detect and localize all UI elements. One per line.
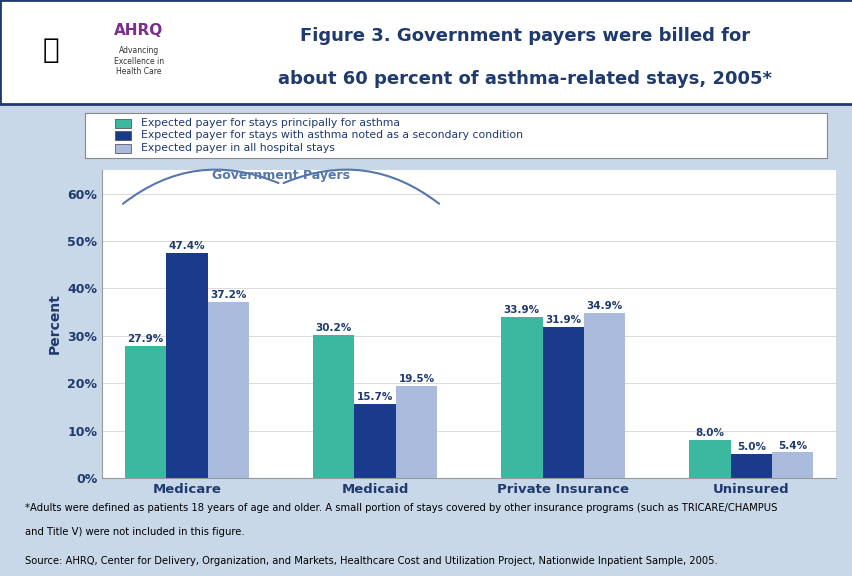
- Bar: [207, 302, 249, 478]
- Text: Expected payer for stays with asthma noted as a secondary condition: Expected payer for stays with asthma not…: [141, 131, 522, 141]
- Text: 34.9%: 34.9%: [586, 301, 622, 310]
- Text: 31.9%: 31.9%: [544, 315, 580, 325]
- Text: 🦅: 🦅: [43, 36, 60, 65]
- Bar: [395, 386, 437, 478]
- Text: AHRQ: AHRQ: [114, 23, 163, 38]
- Bar: [688, 440, 730, 478]
- Text: 37.2%: 37.2%: [210, 290, 246, 300]
- Bar: [584, 313, 625, 478]
- FancyBboxPatch shape: [0, 0, 852, 104]
- Text: 33.9%: 33.9%: [504, 305, 539, 316]
- Text: 19.5%: 19.5%: [398, 374, 434, 384]
- Text: and Title V) were not included in this figure.: and Title V) were not included in this f…: [26, 527, 245, 537]
- Text: Government Payers: Government Payers: [212, 169, 349, 182]
- Text: 27.9%: 27.9%: [127, 334, 164, 344]
- Text: 15.7%: 15.7%: [356, 392, 393, 401]
- Text: Figure 3. Government payers were billed for: Figure 3. Government payers were billed …: [299, 27, 749, 45]
- Bar: [354, 404, 395, 478]
- FancyBboxPatch shape: [115, 119, 131, 128]
- FancyBboxPatch shape: [115, 144, 131, 153]
- Text: 30.2%: 30.2%: [315, 323, 351, 333]
- Bar: [542, 327, 584, 478]
- Text: about 60 percent of asthma-related stays, 2005*: about 60 percent of asthma-related stays…: [277, 70, 771, 88]
- Bar: [500, 317, 542, 478]
- Text: 5.4%: 5.4%: [777, 441, 806, 450]
- Bar: [771, 453, 813, 478]
- Text: Expected payer for stays principally for asthma: Expected payer for stays principally for…: [141, 118, 400, 128]
- Text: Expected payer in all hospital stays: Expected payer in all hospital stays: [141, 143, 335, 153]
- Bar: [313, 335, 354, 478]
- Bar: [124, 346, 166, 478]
- Text: 8.0%: 8.0%: [694, 429, 723, 438]
- Y-axis label: Percent: Percent: [48, 294, 62, 354]
- FancyBboxPatch shape: [115, 131, 131, 141]
- Text: 5.0%: 5.0%: [736, 442, 765, 453]
- Text: *Adults were defined as patients 18 years of age and older. A small portion of s: *Adults were defined as patients 18 year…: [26, 503, 777, 513]
- Text: Advancing
Excellence in
Health Care: Advancing Excellence in Health Care: [113, 46, 164, 76]
- Bar: [730, 454, 771, 478]
- Bar: [166, 253, 207, 478]
- Text: Source: AHRQ, Center for Delivery, Organization, and Markets, Healthcare Cost an: Source: AHRQ, Center for Delivery, Organ…: [26, 556, 717, 566]
- Text: 47.4%: 47.4%: [169, 241, 205, 252]
